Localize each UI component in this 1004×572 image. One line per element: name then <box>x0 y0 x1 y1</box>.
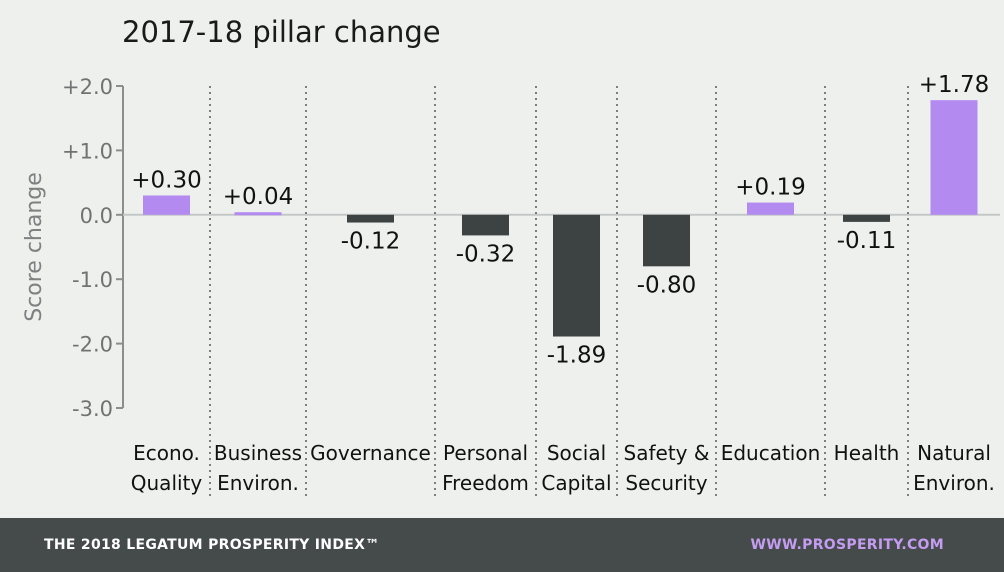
category-label: Security <box>625 471 707 495</box>
bar <box>234 212 282 216</box>
bar <box>143 195 190 215</box>
chart-title: 2017-18 pillar change <box>122 15 441 49</box>
bar-value-label: -0.12 <box>341 229 401 255</box>
category-label: Environ. <box>913 471 995 495</box>
footer-brand: THE 2018 LEGATUM PROSPERITY INDEX™ <box>44 537 380 553</box>
category-label: Quality <box>131 471 203 495</box>
y-tick-label: 0.0 <box>80 204 113 228</box>
bar-value-label: +0.19 <box>735 175 805 201</box>
bar-value-label: -0.80 <box>637 272 697 298</box>
bar-value-label: -0.32 <box>456 241 516 267</box>
category-label: Social <box>547 441 606 465</box>
bar <box>643 214 690 267</box>
bar-value-label: +1.78 <box>919 72 989 98</box>
bar <box>843 214 890 222</box>
bar <box>553 214 600 337</box>
y-tick-label: -1.0 <box>72 268 113 292</box>
category-label: Freedom <box>442 471 529 495</box>
category-label: Education <box>721 441 821 465</box>
bar <box>747 202 794 215</box>
bar <box>930 100 978 215</box>
category-label: Environ. <box>217 471 299 495</box>
y-tick-label: +1.0 <box>62 139 113 163</box>
category-label: Capital <box>541 471 611 495</box>
footer-link[interactable]: WWW.PROSPERITY.COM <box>750 537 944 553</box>
category-label: Governance <box>310 441 431 465</box>
category-label: Health <box>834 441 900 465</box>
bar-value-label: -0.11 <box>837 228 897 254</box>
category-label: Econo. <box>133 441 200 465</box>
category-label: Business <box>214 441 302 465</box>
y-axis-label: Score change <box>22 172 47 322</box>
y-tick-label: -2.0 <box>72 333 113 357</box>
bar-value-label: +0.30 <box>131 167 201 193</box>
bar-value-label: +0.04 <box>223 184 293 210</box>
footer-bar: THE 2018 LEGATUM PROSPERITY INDEX™ WWW.P… <box>0 518 1004 572</box>
category-label: Safety & <box>624 441 710 465</box>
chart: 2017-18 pillar change Score change +2.0 +1.… <box>22 15 1000 500</box>
bar-value-label: -1.89 <box>547 343 607 369</box>
y-tick-label: -3.0 <box>72 397 113 421</box>
bar <box>347 214 394 223</box>
category-label: Personal <box>443 441 528 465</box>
bar <box>462 214 509 236</box>
y-tick-label: +2.0 <box>62 75 113 99</box>
category-label: Natural <box>917 441 991 465</box>
